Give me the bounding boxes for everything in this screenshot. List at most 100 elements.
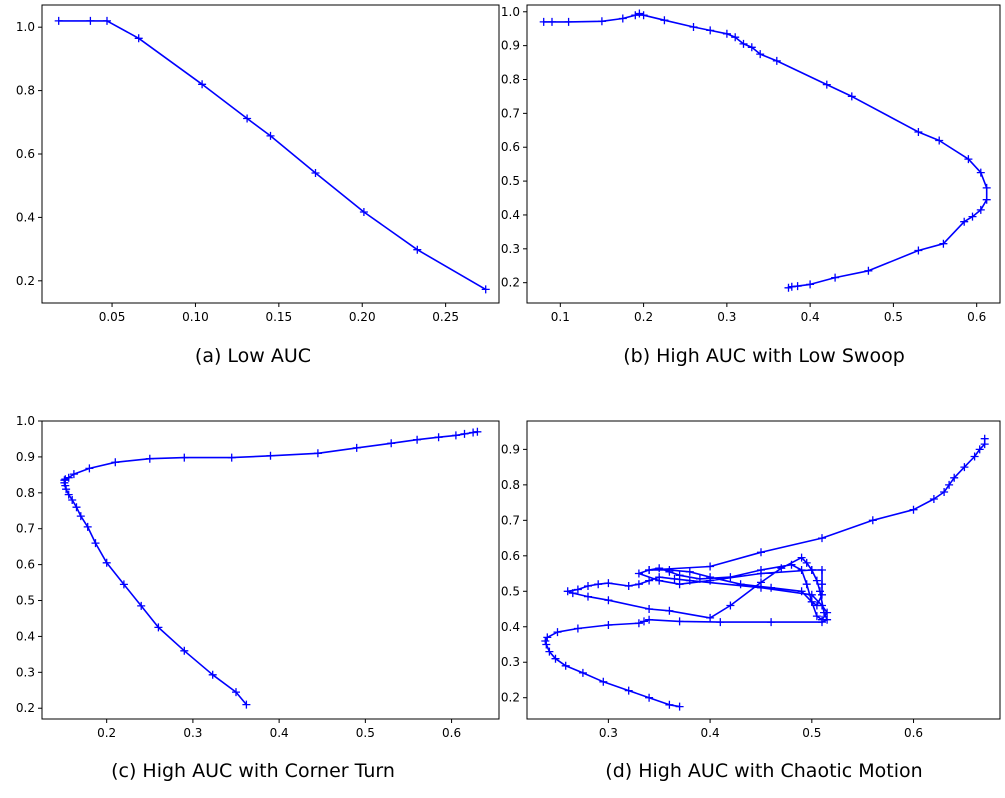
y-tick-label: 0.2 [501, 276, 520, 290]
series-line [63, 431, 478, 706]
y-tick-label: 0.9 [501, 442, 520, 456]
data-point-marker [561, 661, 570, 670]
data-point-marker [822, 80, 831, 89]
data-point-marker [660, 16, 669, 25]
data-point-marker [940, 488, 949, 496]
data-point-marker [573, 585, 582, 594]
data-point-marker [736, 580, 745, 589]
data-point-marker [645, 566, 654, 574]
data-point-marker [847, 92, 856, 101]
panel-caption: (c) High AUC with Corner Turn [111, 760, 395, 782]
data-point-marker [722, 29, 731, 38]
data-point-marker [645, 693, 654, 702]
data-point-marker [180, 646, 189, 655]
data-point-marker [451, 431, 460, 440]
data-point-marker [91, 539, 100, 548]
data-point-marker [960, 463, 969, 472]
data-point-marker [772, 56, 781, 65]
data-point-marker [812, 601, 821, 610]
x-tick-label: 0.5 [356, 726, 375, 740]
y-tick-label: 1.0 [16, 20, 35, 34]
data-point-marker [665, 606, 674, 615]
data-point-marker [655, 564, 664, 573]
y-tick-label: 0.4 [501, 208, 520, 222]
data-point-marker [266, 131, 275, 140]
data-point-marker [635, 9, 644, 18]
data-point-marker [706, 573, 715, 582]
data-point-marker [665, 566, 674, 574]
series-line [544, 438, 986, 708]
data-point-marker [266, 451, 275, 460]
axes-frame [41, 4, 500, 304]
data-point-marker [232, 688, 240, 697]
y-tick-label: 0.4 [501, 620, 520, 634]
data-point-marker [481, 285, 490, 294]
data-point-marker [689, 23, 698, 31]
data-point-marker [578, 668, 587, 677]
data-point-marker [975, 445, 984, 454]
data-point-marker [359, 208, 368, 216]
x-tick-label: 0.20 [349, 310, 376, 324]
data-point-marker [624, 686, 633, 695]
x-tick-label: 0.05 [99, 310, 126, 324]
data-point-marker [352, 443, 361, 452]
y-tick-label: 0.7 [501, 513, 520, 527]
data-point-marker [739, 39, 748, 48]
data-point-marker [548, 17, 556, 26]
y-tick-label: 0.8 [16, 84, 35, 98]
y-tick-label: 0.4 [16, 629, 35, 643]
data-point-marker [868, 516, 877, 525]
x-tick-label: 0.10 [182, 310, 209, 324]
data-point-marker [137, 601, 146, 610]
data-point-marker [154, 623, 163, 632]
data-point-marker [807, 597, 816, 606]
data-point-marker [634, 569, 643, 578]
y-tick-label: 0.3 [16, 665, 35, 679]
data-point-marker [812, 612, 821, 621]
data-point-marker [645, 576, 654, 585]
panel-caption: (a) Low AUC [195, 345, 311, 367]
y-tick-label: 0.8 [501, 478, 520, 492]
data-point-marker [64, 473, 73, 482]
x-tick-label: 0.3 [717, 310, 736, 324]
data-point-marker [542, 640, 551, 649]
data-point-marker [387, 439, 396, 448]
data-point-marker [543, 633, 552, 642]
data-point-marker [198, 80, 207, 89]
data-point-marker [584, 582, 592, 590]
data-point-marker [797, 566, 806, 574]
data-point-marker [784, 283, 793, 292]
y-tick-label: 0.3 [501, 655, 520, 669]
chart-panel-d: 0.3 0.4 0.5 0.6 0.2 0.3 0.4 0.5 0.6 0.7 0.8 0.9 (d) … [501, 420, 1001, 782]
data-point-marker [242, 700, 251, 709]
data-point-marker [675, 617, 684, 626]
data-point-marker [945, 480, 954, 489]
chart-panel-a: 0.05 0.10 0.15 0.20 0.25 0.2 0.4 0.6 0.8 1.0 (a) L… [16, 4, 500, 367]
data-point-marker [939, 239, 948, 248]
y-tick-label: 0.6 [16, 558, 35, 572]
chart-panel-b: 0.1 0.2 0.3 0.4 0.5 0.6 0.2 0.3 0.4 0.5 0.6 0.7 0.8 0… [501, 4, 1001, 367]
data-point-marker [818, 580, 826, 589]
y-tick-label: 0.7 [501, 106, 520, 120]
data-point-marker [655, 576, 664, 585]
data-point-marker [731, 33, 740, 42]
data-point-marker [76, 512, 85, 521]
data-point-marker [460, 429, 469, 438]
data-point-marker [787, 560, 796, 569]
y-tick-label: 0.8 [501, 73, 520, 87]
data-point-marker [61, 475, 70, 484]
data-point-marker [111, 458, 120, 467]
data-point-marker [60, 476, 69, 485]
data-point-marker [665, 700, 674, 709]
data-point-marker [802, 558, 811, 567]
y-tick-label: 0.5 [501, 174, 520, 188]
chart-panel-c: 0.2 0.3 0.4 0.5 0.6 0.2 0.3 0.4 0.5 0.6 0.7 0.8 0.9 1… [16, 414, 500, 782]
data-point-marker [806, 280, 815, 289]
data-point-marker [103, 16, 111, 25]
data-point-marker [716, 618, 725, 627]
data-point-marker [469, 428, 478, 437]
series-line [58, 20, 487, 291]
x-tick-label: 0.3 [183, 726, 202, 740]
data-point-marker [976, 205, 985, 214]
data-point-marker [726, 601, 735, 610]
